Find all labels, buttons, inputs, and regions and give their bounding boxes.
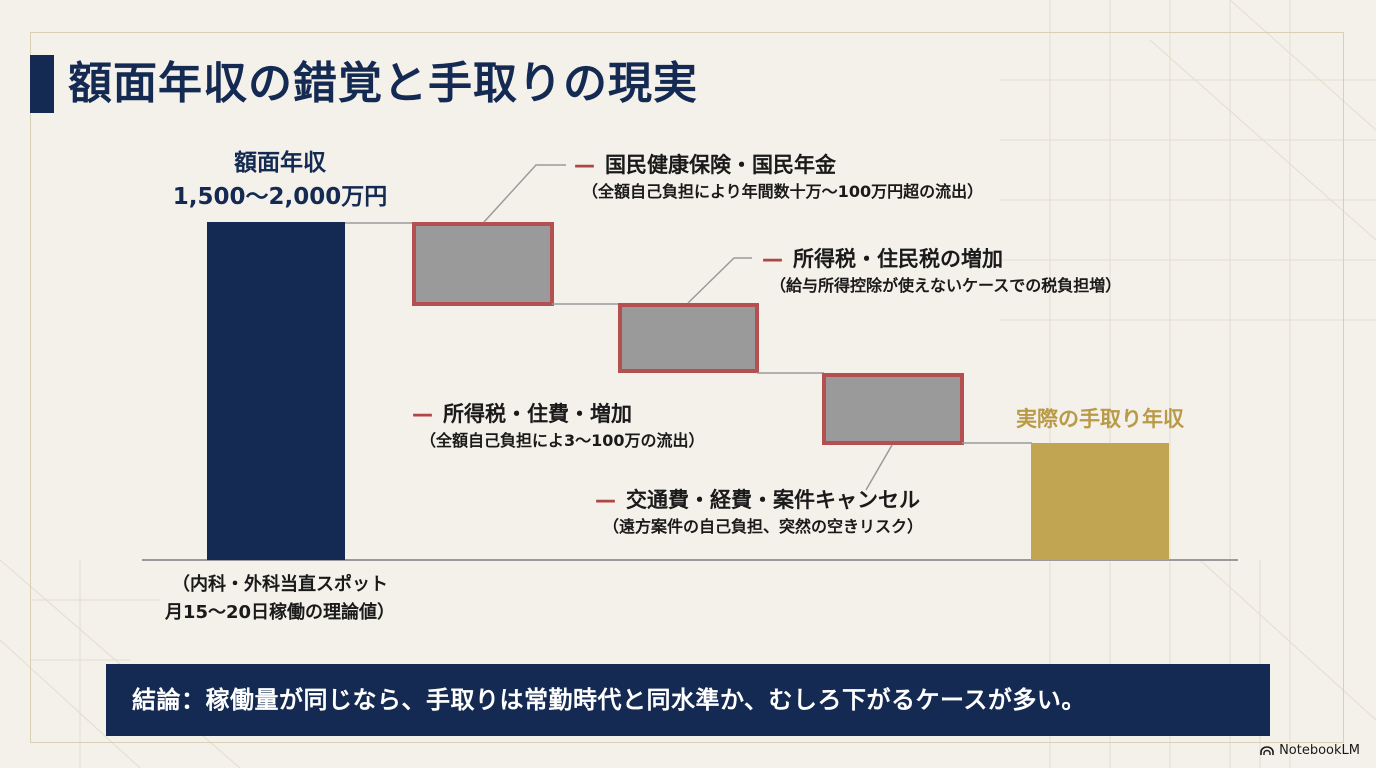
notebooklm-icon	[1260, 745, 1274, 755]
gross-income-label-line1: 額面年収	[234, 150, 326, 176]
brand-watermark: NotebookLM	[1260, 743, 1360, 758]
deduction-title: 所得税・住民税の増加	[793, 247, 1003, 271]
deduction-label-expenses: — 交通費・経費・案件キャンセル （遠方案件の自己負担、突然の空きリスク）	[595, 485, 923, 539]
deduction-title: 所得税・住費・増加	[443, 402, 632, 426]
net-income-label: 実際の手取り年収	[1016, 407, 1184, 431]
deduction-subtitle: （給与所得控除が使えないケースでの税負担増）	[770, 276, 1122, 295]
deduction-bar-income-tax	[618, 303, 759, 373]
gross-income-label: 額面年収 1,500〜2,000万円	[160, 146, 400, 214]
conclusion-banner: 結論：稼働量が同じなら、手取りは常勤時代と同水準か、むしろ下がるケースが多い。	[106, 664, 1270, 736]
deduction-subtitle: （全額自己負担により年間数十万〜100万円超の流出）	[582, 182, 984, 201]
deduction-label-health-pension: — 国民健康保険・国民年金 （全額自己負担により年間数十万〜100万円超の流出）	[574, 150, 983, 204]
dash-marker: —	[595, 488, 616, 512]
brand-name: NotebookLM	[1279, 743, 1360, 758]
deduction-title: 国民健康保険・国民年金	[605, 153, 836, 177]
deduction-bar-expenses	[822, 373, 964, 445]
leader-line-expenses	[865, 444, 893, 491]
deduction-subtitle: （遠方案件の自己負担、突然の空きリスク）	[603, 517, 924, 536]
deduction-subtitle: （全額自己負担によ3〜100万の流出）	[420, 431, 705, 450]
deduction-label-tax-housing: — 所得税・住費・増加 （全額自己負担によ3〜100万の流出）	[412, 399, 705, 453]
deduction-title: 交通費・経費・案件キャンセル	[626, 488, 920, 512]
leader-line-health-pension	[483, 164, 566, 223]
gross-income-note: （内科・外科当直スポット 月15〜20日稼働の理論値）	[130, 571, 430, 627]
dash-marker: —	[762, 247, 783, 271]
gross-income-label-line2: 1,500〜2,000万円	[172, 184, 388, 210]
deduction-bar-health-pension	[412, 222, 554, 306]
gross-income-note-line2: 月15〜20日稼働の理論値）	[164, 602, 396, 623]
deduction-label-income-tax: — 所得税・住民税の増加 （給与所得控除が使えないケースでの税負担増）	[762, 244, 1121, 298]
slide-frame	[30, 32, 1344, 743]
title-accent-bar	[30, 55, 54, 113]
dash-marker: —	[574, 153, 595, 177]
dash-marker: —	[412, 402, 433, 426]
net-income-bar	[1031, 443, 1169, 560]
leader-line-income-tax	[687, 257, 752, 304]
gross-income-bar	[207, 222, 345, 560]
gross-income-note-line1: （内科・外科当直スポット	[172, 574, 388, 595]
page-title: 額面年収の錯覚と手取りの現実	[68, 58, 698, 109]
